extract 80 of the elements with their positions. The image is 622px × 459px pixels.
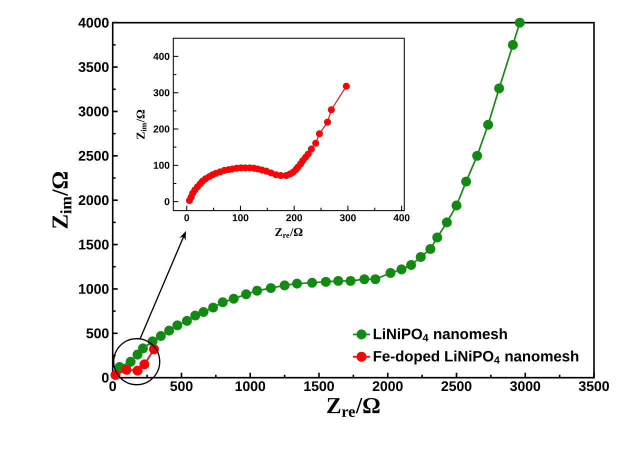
point [472, 150, 482, 161]
point [164, 326, 174, 336]
point [514, 18, 525, 28]
point [308, 145, 315, 152]
y-tick-label: 3000 [78, 106, 109, 116]
y-tick-label: 1000 [79, 284, 109, 294]
point [139, 359, 150, 370]
point [396, 264, 406, 274]
point [316, 130, 323, 138]
x-tick-label: 300 [340, 214, 356, 222]
point [266, 283, 276, 294]
point [182, 316, 192, 326]
point [328, 106, 335, 114]
x-tick-label: 1500 [304, 381, 334, 392]
point [406, 260, 416, 270]
x-tick-label: 2500 [441, 381, 472, 392]
point [416, 252, 426, 262]
point [425, 244, 436, 254]
point [132, 366, 142, 376]
point [320, 276, 331, 287]
point [280, 280, 290, 290]
point [292, 278, 302, 289]
y-tick-label: 400 [153, 52, 170, 60]
point [307, 278, 318, 288]
point [156, 330, 166, 341]
y-tick-label: 200 [154, 126, 170, 133]
y-axis-title: Z$_{im}$/Ω [52, 172, 72, 228]
point [494, 83, 504, 94]
point [333, 276, 344, 286]
point [452, 200, 462, 210]
y-tick-label: 500 [86, 328, 109, 338]
y-tick-label: 2500 [78, 150, 109, 161]
x-tick-label: 500 [170, 381, 193, 392]
point [346, 276, 356, 286]
point [190, 310, 200, 321]
x-axis-title: Z$_{re}$/Ω [275, 228, 302, 238]
x-tick-label: 1000 [236, 381, 266, 392]
x-tick-label: 3000 [510, 381, 540, 392]
point [138, 343, 148, 354]
point [126, 356, 136, 367]
point [386, 268, 396, 278]
point [304, 150, 312, 158]
point [432, 232, 442, 242]
point [483, 120, 494, 130]
x-tick-label: 2000 [372, 381, 403, 392]
point [241, 289, 252, 300]
point [324, 118, 331, 126]
x-tick-label: 100 [232, 214, 248, 222]
y-tick-label: 3500 [78, 62, 109, 72]
y-tick-label: 300 [153, 89, 170, 96]
x-axis-title: Z$_{re}$/Ω [327, 398, 380, 417]
x-tick-label: 3500 [578, 381, 609, 392]
point [370, 274, 380, 284]
point [508, 40, 518, 50]
x-tick-label: 0 [184, 214, 190, 222]
point [132, 350, 142, 360]
y-tick-label: 1500 [79, 240, 109, 250]
legend-label: LiNiPO$_{4}$ nanomesh [374, 328, 507, 342]
point [359, 274, 370, 284]
point [228, 294, 239, 304]
point [312, 140, 320, 147]
y-axis-title: Z$_{im}$/Ω [136, 110, 146, 140]
point [442, 217, 452, 228]
point [172, 320, 182, 330]
point [208, 302, 218, 313]
y-tick-label: 100 [154, 162, 170, 169]
y-tick-label: 2000 [78, 195, 109, 206]
y-tick-label: 4000 [78, 18, 109, 28]
x-tick-label: 400 [393, 214, 410, 222]
point [218, 297, 228, 308]
point [198, 307, 208, 317]
point [252, 286, 262, 296]
y-tick-label: 0 [102, 372, 109, 383]
x-tick-label: 0 [109, 381, 116, 392]
y-tick-label: 0 [164, 198, 170, 206]
point [461, 176, 472, 187]
point [121, 364, 132, 375]
legend-label: Fe-doped LiNiPO$_{4}$ nanomesh [374, 350, 578, 364]
point [342, 82, 350, 90]
x-tick-label: 200 [286, 214, 302, 222]
